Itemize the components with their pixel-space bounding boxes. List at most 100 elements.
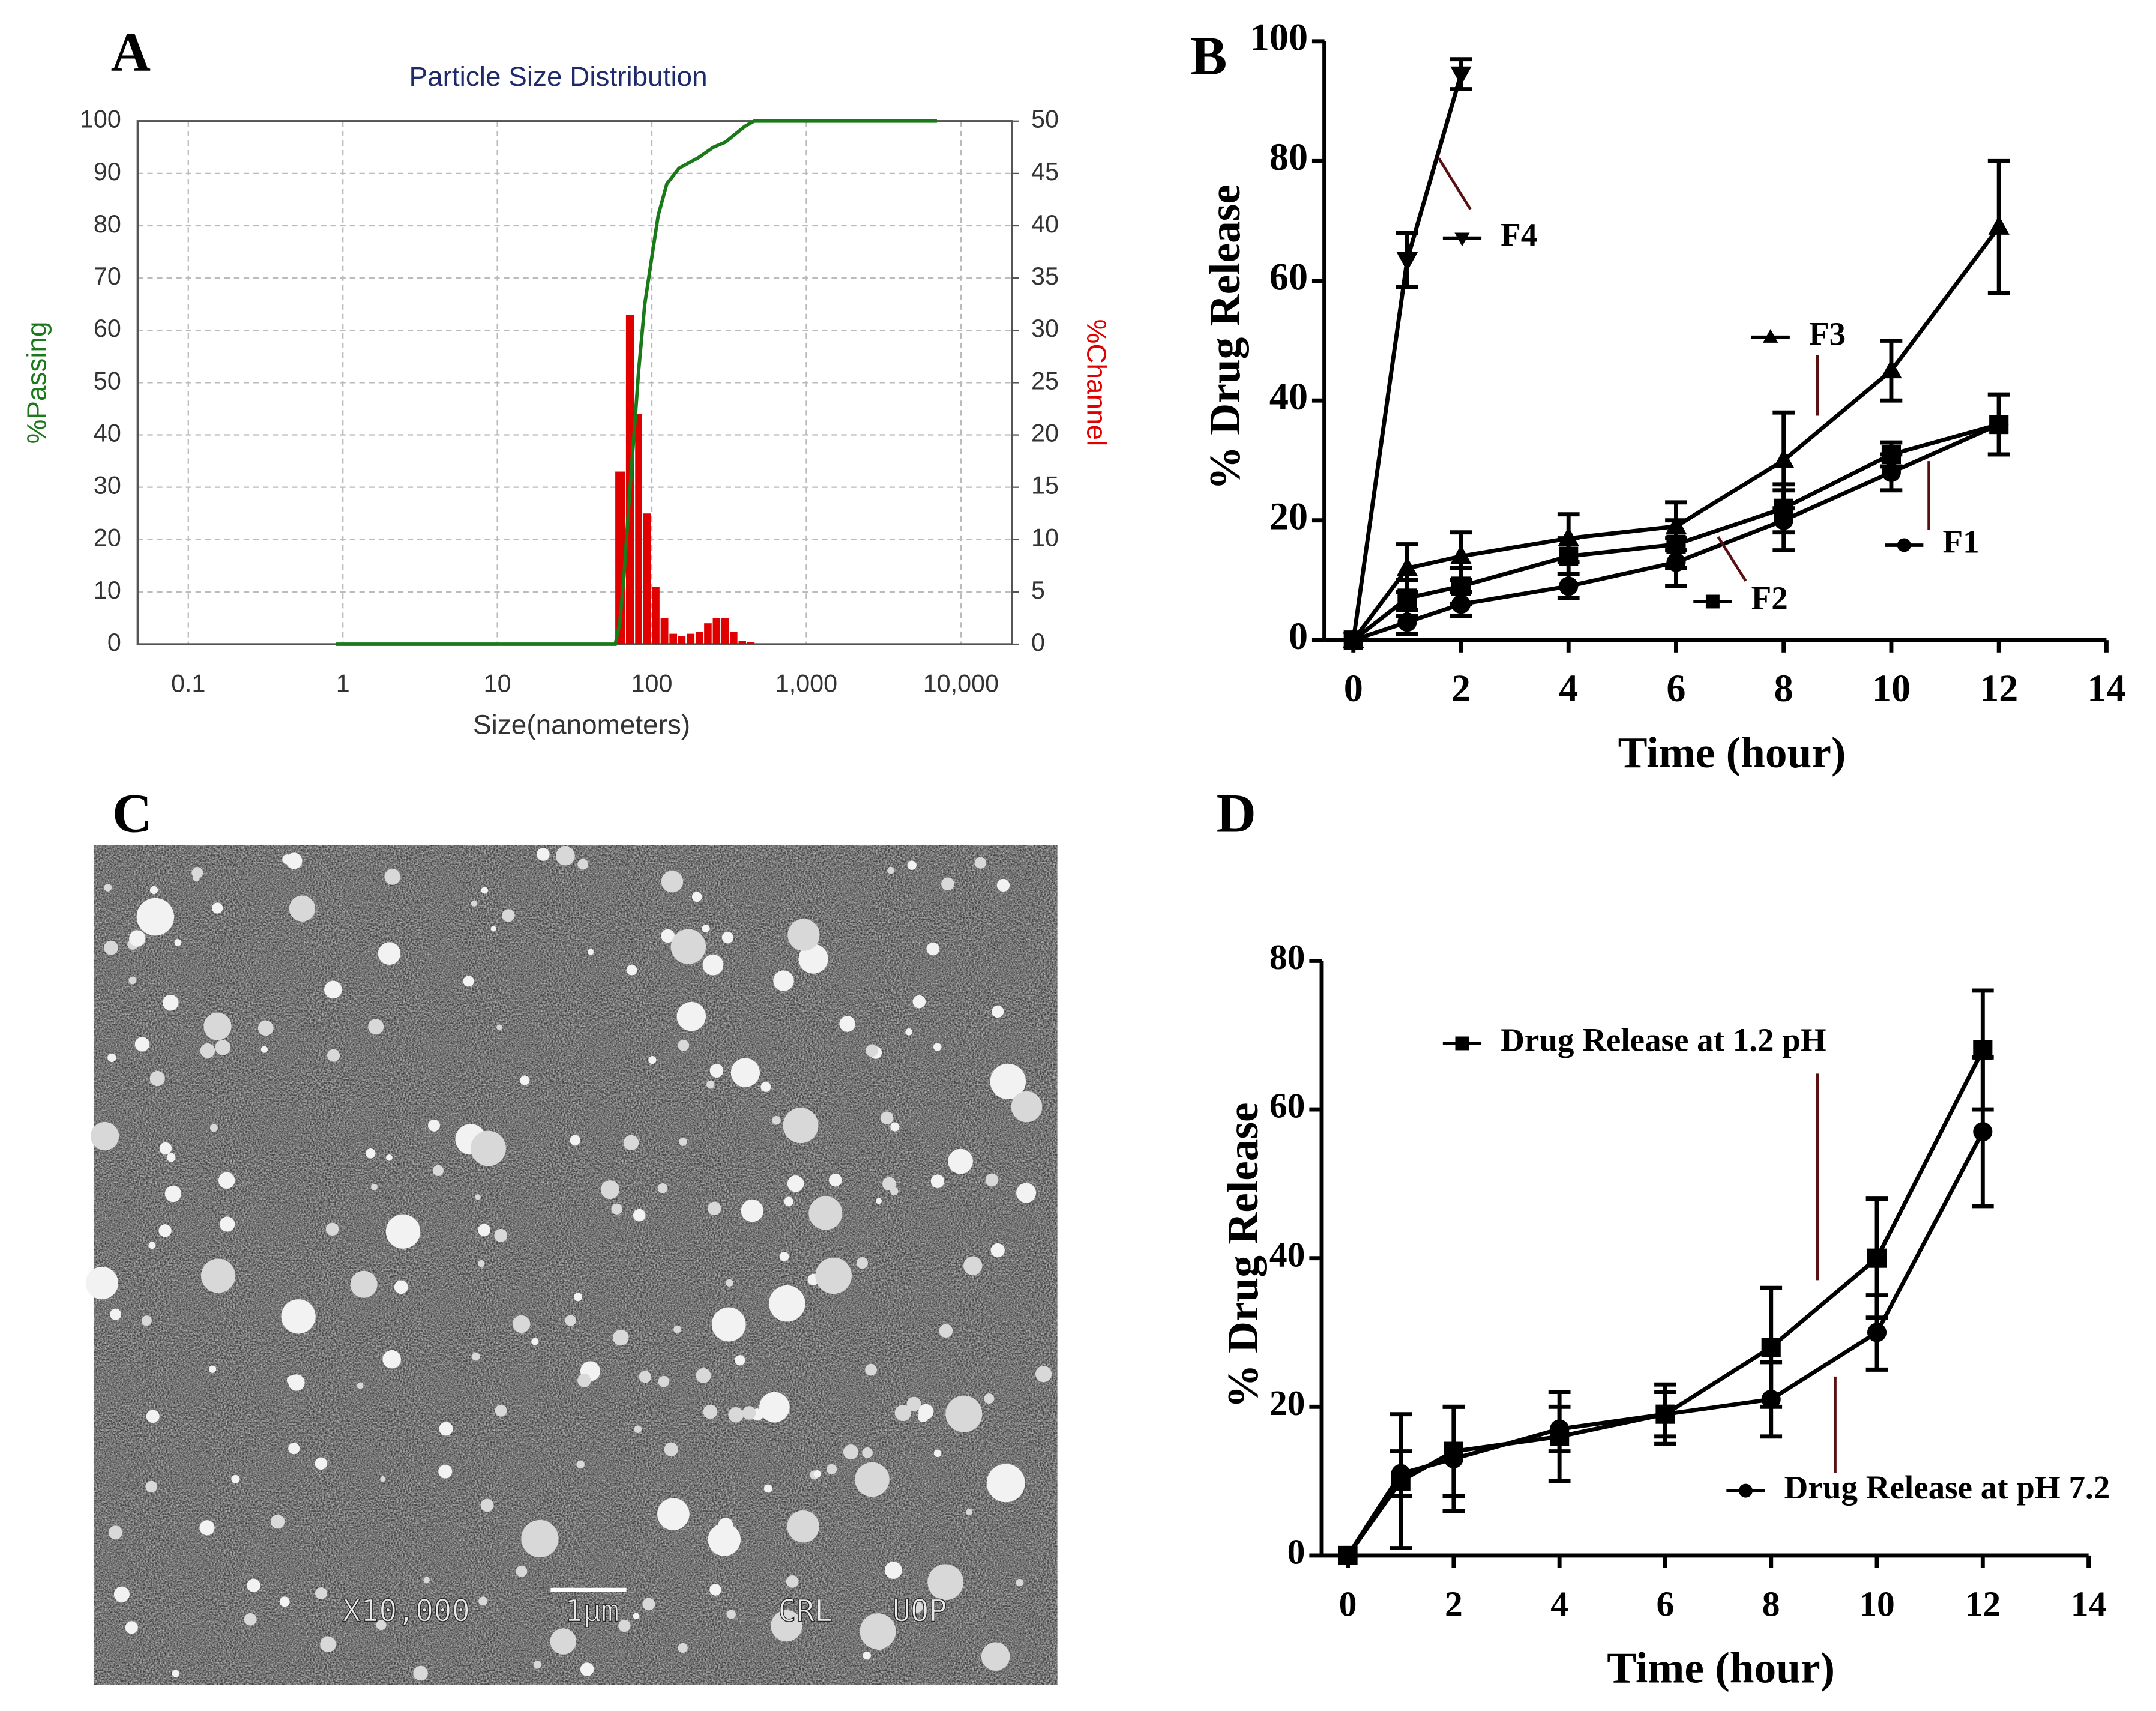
sem-particle <box>208 1365 217 1373</box>
sem-particle <box>678 1039 690 1051</box>
sem-particle <box>288 1374 305 1391</box>
sem-particle <box>773 970 794 991</box>
y2-tick-label: 50 <box>1031 106 1059 133</box>
sem-particle <box>735 1355 745 1366</box>
sem-particle <box>108 1525 122 1540</box>
panel-c: C X10,000 1μm CRL UOP <box>85 782 1058 1685</box>
sem-particle <box>633 1209 646 1222</box>
sem-particle <box>759 1392 790 1423</box>
sem-particle <box>673 1325 682 1333</box>
sem-particle <box>618 1619 631 1632</box>
sem-particle <box>992 1005 1004 1018</box>
x-tick-label: 10 <box>1859 1584 1895 1624</box>
sem-particle <box>471 1130 506 1166</box>
sem-particle <box>158 1224 172 1237</box>
sem-particle <box>85 1266 119 1300</box>
sem-particle <box>376 1620 387 1631</box>
sem-particle <box>533 1661 541 1669</box>
sem-particle <box>516 1565 528 1577</box>
sem-particle <box>703 1404 718 1419</box>
data-point <box>1761 1338 1781 1357</box>
x-tick-label: 6 <box>1666 667 1685 710</box>
y2-tick-label: 40 <box>1031 210 1059 238</box>
leader-line <box>1717 536 1747 582</box>
sem-particle <box>884 1562 902 1579</box>
panel: B 0 2 4 6 8 10 12 14 0 20 40 60 80 100 Time (hour) % Dru… <box>1190 16 2125 777</box>
sem-particle <box>648 1055 657 1064</box>
y-tick-label: 90 <box>94 158 121 186</box>
sem-particle <box>742 1406 756 1420</box>
sem-particle <box>577 859 589 870</box>
sem-particle <box>941 877 954 891</box>
sem-particle <box>966 1509 973 1516</box>
sem-particle <box>708 1523 741 1556</box>
data-point <box>1880 359 1902 379</box>
sem-particle <box>771 1610 802 1642</box>
histogram-bar <box>643 513 651 645</box>
histogram-bar <box>678 636 686 645</box>
sem-particle <box>439 1422 453 1436</box>
cumulative-line <box>336 119 937 646</box>
data-point <box>1396 252 1418 272</box>
legend-marker <box>1705 594 1720 609</box>
sem-particle <box>657 1498 690 1530</box>
data-point <box>1988 215 2010 235</box>
sem-particle <box>1035 1366 1052 1383</box>
chart-title: Particle Size Distribution <box>409 61 708 92</box>
sem-particle <box>324 980 342 999</box>
sem-particle <box>784 1196 793 1206</box>
x-tick-label: 8 <box>1774 667 1793 710</box>
sem-particle <box>855 1462 890 1497</box>
legend-label: F4 <box>1501 216 1537 253</box>
sem-particle <box>386 1154 393 1161</box>
sem-particle <box>357 1382 364 1389</box>
data-point <box>1973 1122 1993 1142</box>
sem-particle <box>200 1043 215 1058</box>
sem-particle <box>502 909 515 922</box>
sem-particle <box>385 1214 421 1249</box>
sem-particle <box>471 900 477 907</box>
sem-particle <box>678 1137 687 1146</box>
sem-particle <box>478 1224 491 1237</box>
data-point <box>1450 66 1472 86</box>
sem-particle <box>315 1457 328 1470</box>
y-tick-label: 30 <box>94 472 121 499</box>
sem-particle <box>963 1256 983 1275</box>
sem-particle <box>162 994 179 1011</box>
sem-particle <box>378 942 401 965</box>
y-axis-label: % Drug Release <box>1218 1102 1267 1408</box>
x-tick-label: 12 <box>1980 667 2018 710</box>
sem-particle <box>658 1375 670 1387</box>
sem-particle <box>907 860 917 870</box>
sem-particle <box>113 1586 130 1602</box>
sem-particle <box>871 1634 888 1650</box>
x-tick-label: 1,000 <box>775 670 837 698</box>
sem-particle <box>279 1596 290 1607</box>
sem-particle <box>772 1116 781 1125</box>
sem-particle <box>201 1258 236 1293</box>
sem-particle <box>104 884 112 892</box>
histogram-bar <box>652 587 660 645</box>
data-point <box>1338 1545 1358 1565</box>
sem-particle <box>149 886 158 895</box>
sem-particle <box>270 1514 285 1529</box>
sem-particle <box>289 895 316 922</box>
legend-marker <box>1763 328 1778 343</box>
sem-texture <box>93 845 1058 1685</box>
sem-particle <box>218 1172 235 1189</box>
sem-particle <box>981 1642 1010 1671</box>
sem-particle <box>709 1584 721 1596</box>
sem-particle <box>798 944 828 974</box>
sem-particle <box>104 940 118 955</box>
sem-particle <box>911 1601 923 1613</box>
x-tick-label: 1 <box>336 670 350 698</box>
sem-particle <box>496 1024 503 1031</box>
sem-particle <box>587 949 594 955</box>
y2-tick-label: 0 <box>1031 629 1045 656</box>
sem-particle <box>167 1153 176 1162</box>
histogram-bar <box>712 618 721 645</box>
data-point <box>1343 632 1364 652</box>
sem-particle <box>634 1425 642 1433</box>
y-tick-label: 100 <box>1250 16 1308 59</box>
